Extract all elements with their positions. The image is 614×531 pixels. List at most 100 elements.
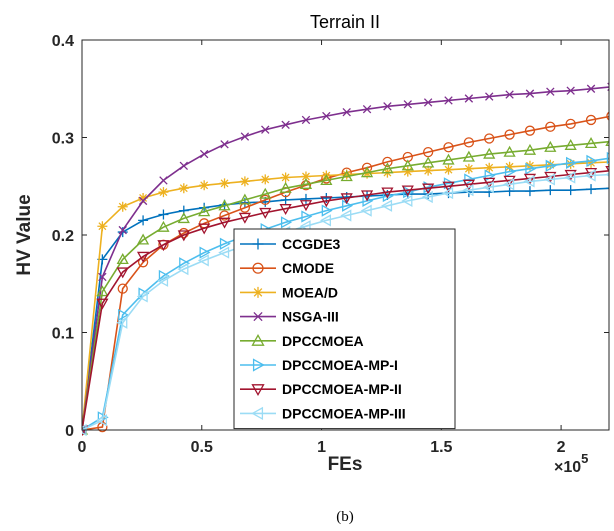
data-point-marker — [116, 253, 129, 265]
data-point-marker — [423, 98, 433, 107]
data-point-marker — [422, 183, 435, 195]
series-dpccmoea-mp-ii — [82, 166, 609, 436]
data-point-marker — [464, 173, 476, 186]
data-point-marker — [525, 89, 535, 98]
data-point-marker — [362, 168, 373, 179]
y-tick-label: 0.4 — [52, 33, 74, 50]
data-point-marker — [564, 138, 577, 150]
legend-item: MOEA/D — [240, 284, 338, 300]
x-tick-label: 0 — [78, 439, 87, 456]
legend-label: DPCCMOEA-MP-II — [282, 381, 402, 397]
data-point-marker — [586, 154, 598, 168]
data-point-marker — [462, 184, 474, 197]
legend-label: DPCCMOEA-MP-III — [282, 405, 406, 421]
data-point-marker — [239, 202, 251, 213]
x-multiplier-label: ×105 — [554, 451, 588, 476]
data-point-marker — [586, 157, 597, 168]
data-point-marker — [322, 111, 331, 121]
series-dpccmoea-mp-iii — [82, 169, 609, 436]
data-point-marker — [340, 170, 353, 182]
data-point-marker — [545, 121, 556, 132]
figure-caption: (b) — [336, 509, 354, 525]
data-point-marker — [97, 221, 108, 232]
data-point-marker — [220, 140, 229, 149]
legend-label: CMODE — [282, 260, 334, 276]
legend-item: CCGDE3 — [240, 236, 341, 252]
data-point-marker — [301, 115, 311, 125]
data-point-marker — [301, 210, 313, 223]
data-point-marker — [463, 163, 474, 174]
legend-item: DPCCMOEA-MP-III — [240, 405, 406, 421]
data-point-marker — [137, 257, 149, 268]
data-point-marker — [566, 156, 578, 169]
data-point-marker — [524, 186, 535, 197]
data-point-marker — [260, 174, 271, 185]
data-point-marker — [483, 147, 496, 159]
data-point-marker — [382, 189, 394, 203]
data-point-marker — [442, 153, 455, 165]
data-point-marker — [138, 192, 149, 203]
data-point-marker — [482, 181, 494, 194]
x-multiplier-exponent: 5 — [581, 451, 588, 466]
data-point-marker — [585, 114, 597, 126]
legend-label: DPCCMOEA — [282, 333, 364, 349]
data-point-marker — [251, 333, 265, 346]
data-point-marker — [136, 251, 150, 263]
data-point-marker — [320, 174, 333, 186]
data-point-marker — [136, 290, 148, 303]
data-point-marker — [340, 209, 352, 222]
x-tick-label: 2 — [557, 439, 566, 456]
data-point-marker — [158, 209, 169, 220]
data-point-marker — [199, 149, 209, 159]
data-point-marker — [157, 240, 170, 252]
legend-item: DPCCMOEA — [240, 333, 364, 349]
data-point-marker — [157, 274, 169, 287]
data-point-marker — [179, 161, 189, 170]
data-point-marker — [403, 100, 412, 109]
data-point-marker — [584, 137, 598, 148]
data-point-marker — [381, 187, 394, 199]
data-point-marker — [504, 129, 515, 140]
data-point-marker — [360, 190, 374, 202]
data-point-marker — [199, 246, 211, 259]
data-point-marker — [259, 187, 272, 199]
data-point-marker — [177, 212, 190, 224]
data-point-marker — [118, 308, 130, 322]
data-point-marker — [252, 238, 264, 250]
data-point-marker — [178, 183, 189, 194]
data-point-marker — [381, 162, 394, 174]
data-point-marker — [321, 204, 333, 217]
data-point-marker — [219, 237, 231, 250]
data-point-marker — [259, 207, 272, 219]
data-point-marker — [421, 190, 433, 204]
data-point-marker — [504, 165, 516, 178]
data-point-marker — [299, 200, 313, 212]
data-point-marker — [606, 187, 609, 189]
data-point-marker — [401, 194, 413, 207]
data-point-marker — [484, 133, 495, 144]
data-point-marker — [545, 159, 557, 172]
data-point-marker — [157, 220, 170, 232]
data-point-marker — [443, 142, 454, 153]
data-point-marker — [279, 204, 292, 216]
data-point-marker — [524, 125, 536, 136]
y-tick-label: 0.1 — [52, 326, 74, 343]
data-point-marker — [238, 193, 251, 205]
data-point-marker — [382, 156, 393, 168]
data-point-marker — [198, 205, 211, 217]
data-point-marker — [238, 212, 251, 224]
data-point-marker — [586, 184, 597, 195]
data-point-marker — [462, 179, 475, 191]
x-multiplier-base: ×10 — [554, 459, 581, 476]
series-line — [82, 157, 609, 431]
data-point-marker — [158, 187, 169, 198]
legend-label: NSGA-III — [282, 309, 339, 325]
data-point-marker — [444, 96, 453, 105]
data-point-marker — [383, 102, 392, 111]
data-point-marker — [462, 150, 475, 162]
data-point-marker — [401, 159, 414, 171]
data-point-marker — [319, 214, 331, 227]
data-point-marker — [299, 177, 313, 189]
data-point-marker — [98, 272, 107, 282]
legend-item: DPCCMOEA-MP-I — [240, 357, 398, 373]
